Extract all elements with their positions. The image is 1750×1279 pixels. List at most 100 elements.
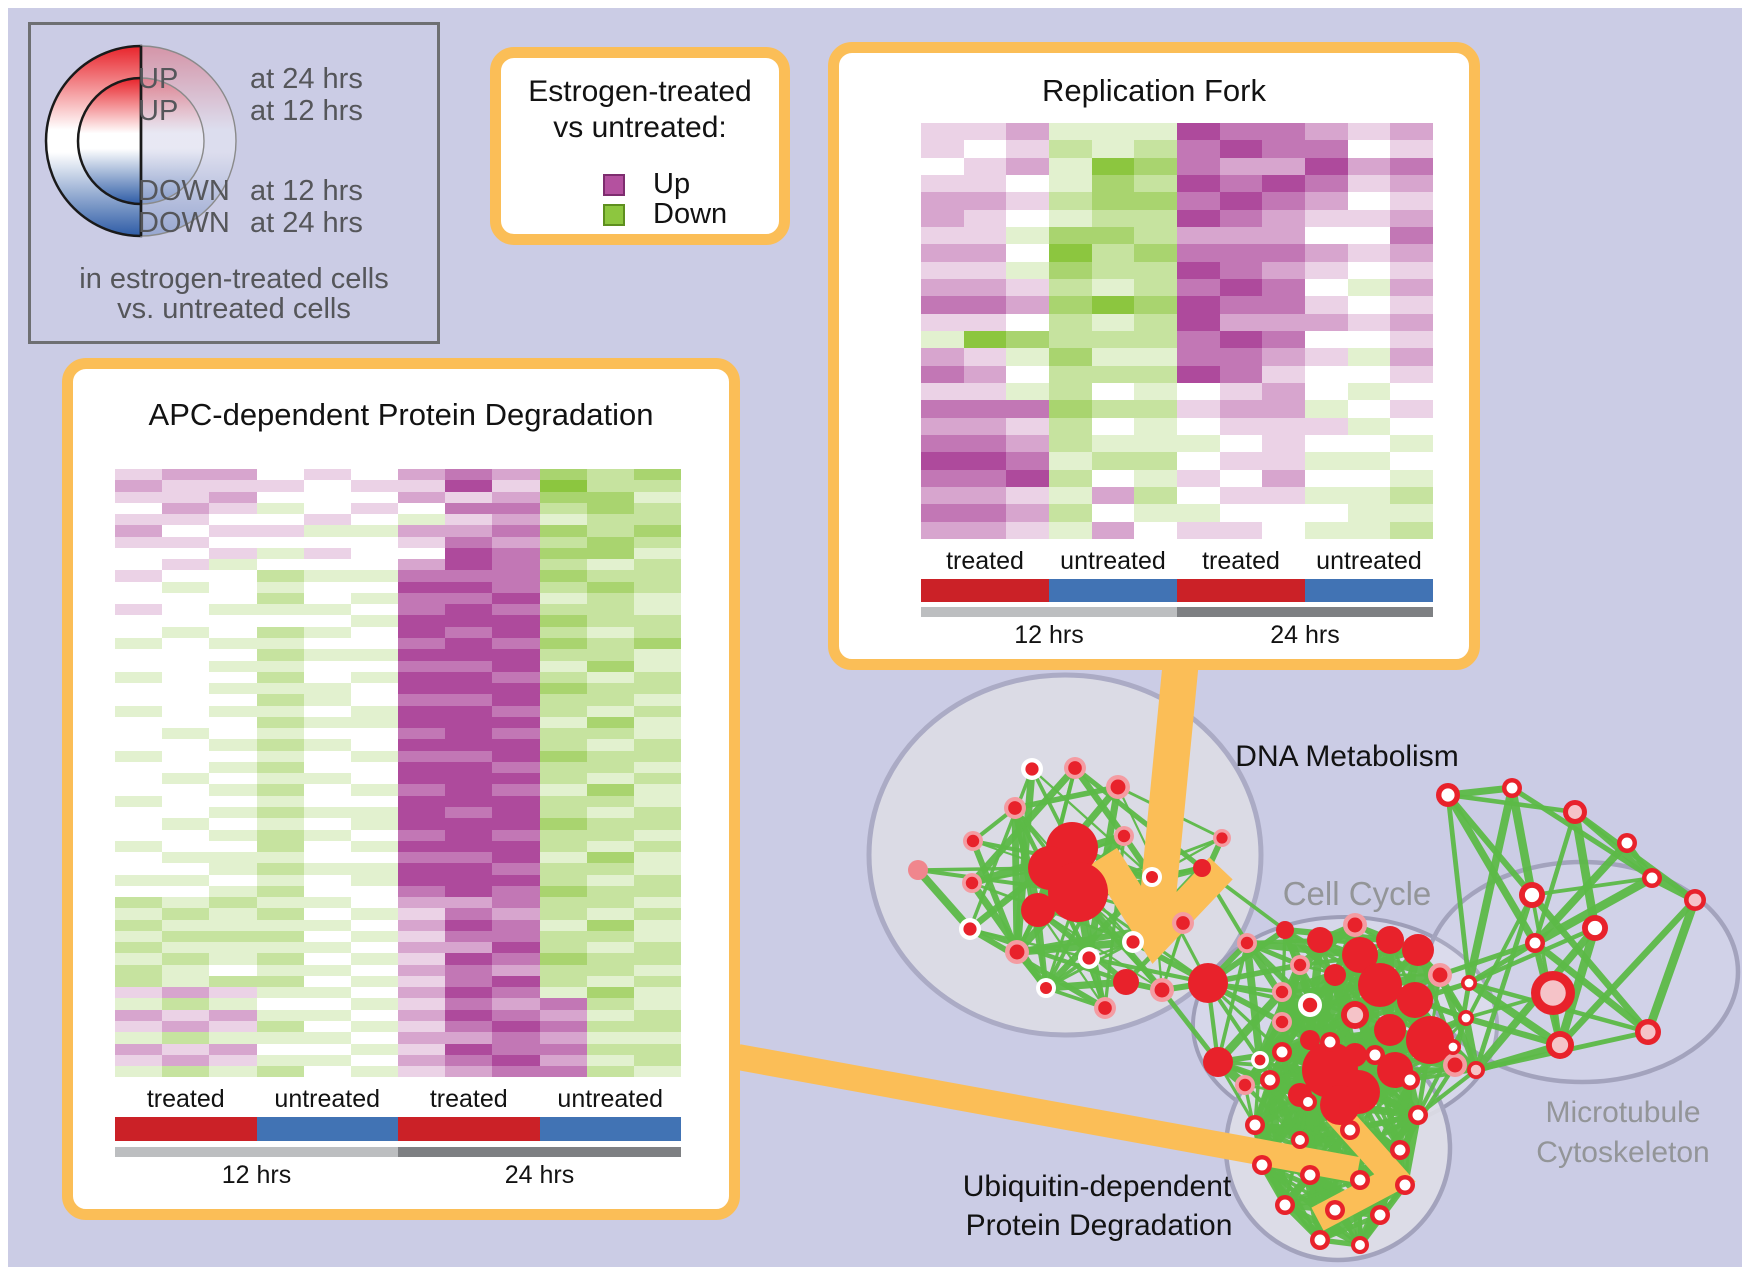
heatmap-cell bbox=[1390, 192, 1434, 210]
heatmap-cell bbox=[350, 581, 399, 593]
heatmap-cell bbox=[1390, 244, 1434, 262]
heatmap-cell bbox=[539, 840, 587, 853]
heatmap-cell bbox=[350, 1009, 399, 1022]
wheel-dir-up12: UP bbox=[138, 95, 179, 127]
heatmap-cell bbox=[115, 694, 163, 706]
network-edge bbox=[1416, 1068, 1478, 1117]
network-node bbox=[1295, 1135, 1305, 1145]
heatmap-cell bbox=[445, 615, 493, 627]
heatmap-cell bbox=[1262, 469, 1306, 487]
heatmap-cell bbox=[586, 525, 634, 537]
heatmap-cell bbox=[256, 1043, 304, 1055]
heatmap-cell bbox=[1347, 244, 1391, 262]
heatmap-cell bbox=[303, 840, 351, 853]
heatmap-cell bbox=[209, 604, 257, 616]
heatmap-cell bbox=[1006, 521, 1050, 539]
heatmap-cell bbox=[209, 626, 257, 638]
heatmap-cell bbox=[1006, 296, 1050, 314]
heatmap-cell bbox=[445, 728, 493, 740]
heatmap-cell bbox=[115, 671, 163, 684]
heatmap-cell bbox=[1305, 123, 1348, 141]
heatmap-cell bbox=[633, 536, 682, 548]
heatmap-cell bbox=[586, 626, 634, 638]
heatmap-cell bbox=[963, 157, 1007, 175]
heatmap-cell bbox=[350, 671, 399, 684]
heatmap-cell bbox=[1091, 174, 1135, 193]
heatmap-cell bbox=[921, 140, 964, 158]
heatmap-cell bbox=[1049, 469, 1092, 487]
heatmap-cell bbox=[1006, 365, 1050, 383]
heatmap-cell bbox=[539, 581, 587, 593]
heatmap-cell bbox=[350, 547, 399, 560]
heatmap-cell bbox=[1347, 504, 1391, 522]
network-node bbox=[1448, 1042, 1458, 1052]
heatmap-cell bbox=[162, 773, 210, 785]
heatmap-row bbox=[115, 1043, 682, 1055]
heatmap-row bbox=[921, 313, 1434, 331]
heatmap-cell bbox=[115, 897, 163, 909]
network-node bbox=[1568, 805, 1582, 819]
heatmap-cell bbox=[586, 829, 634, 841]
heatmap-cell bbox=[1006, 417, 1050, 435]
network-node bbox=[1347, 917, 1363, 933]
untreated-bar-segment bbox=[1049, 579, 1177, 602]
network-node bbox=[1146, 871, 1158, 883]
heatmap-cell bbox=[492, 998, 540, 1010]
heatmap-cell bbox=[1219, 521, 1263, 539]
heatmap-cell bbox=[445, 491, 493, 503]
heatmap-cell bbox=[1305, 365, 1348, 383]
heatmap-cell bbox=[256, 806, 304, 819]
heatmap-cell bbox=[633, 998, 682, 1010]
heatmap-cell bbox=[445, 829, 493, 841]
heatmap-cell bbox=[1347, 417, 1391, 435]
network-node bbox=[1300, 1030, 1320, 1050]
heatmap-row bbox=[115, 930, 682, 943]
heatmap-cell bbox=[445, 716, 493, 729]
heatmap-cell bbox=[492, 942, 540, 954]
heatmap-cell bbox=[1262, 486, 1306, 505]
heatmap-cell bbox=[492, 885, 540, 898]
heatmap-cell bbox=[350, 660, 399, 672]
heatmap-cell bbox=[492, 525, 540, 537]
heatmap-cell bbox=[1262, 174, 1306, 193]
heatmap-cell bbox=[1219, 330, 1263, 349]
wheel-dir-down12: DOWN bbox=[138, 175, 230, 207]
heatmap-cell bbox=[1134, 140, 1178, 158]
heatmap-cell bbox=[1305, 486, 1348, 505]
heatmap-cell bbox=[1390, 226, 1434, 245]
heatmap-cell bbox=[445, 773, 493, 785]
heatmap-cell bbox=[303, 975, 351, 988]
heatmap-cell bbox=[1390, 313, 1434, 331]
heatmap-cell bbox=[633, 705, 682, 717]
heatmap-cell bbox=[586, 469, 634, 481]
heatmap-cell bbox=[115, 705, 163, 717]
heatmap-cell bbox=[921, 382, 964, 401]
heatmap-cell bbox=[1006, 174, 1050, 193]
heatmap-cell bbox=[586, 637, 634, 650]
heatmap-cell bbox=[256, 953, 304, 965]
heatmap-cell bbox=[162, 840, 210, 853]
heatmap-cell bbox=[1177, 486, 1220, 505]
network-node bbox=[1293, 958, 1307, 972]
rf-time-labels: 12 hrs 24 hrs bbox=[921, 621, 1433, 650]
network-node bbox=[1216, 832, 1228, 844]
heatmap-cell bbox=[1262, 382, 1306, 401]
heatmap-cell bbox=[303, 795, 351, 807]
heatmap-cell bbox=[1390, 348, 1434, 366]
heatmap-cell bbox=[492, 491, 540, 503]
heatmap-cell bbox=[398, 852, 446, 864]
heatmap-cell bbox=[398, 953, 446, 965]
heatmap-cell bbox=[633, 649, 682, 661]
network-cluster-label: Cytoskeleton bbox=[1536, 1136, 1710, 1169]
heatmap-cell bbox=[1305, 417, 1348, 435]
heatmap-cell bbox=[921, 504, 964, 522]
heatmap-cell bbox=[539, 773, 587, 785]
heatmap-cell bbox=[398, 547, 446, 560]
heatmap-cell bbox=[256, 683, 304, 695]
heatmap-cell bbox=[209, 964, 257, 976]
heatmap-cell bbox=[398, 1009, 446, 1022]
heatmap-cell bbox=[492, 536, 540, 548]
heatmap-cell bbox=[963, 278, 1007, 297]
heatmap-cell bbox=[445, 964, 493, 976]
heatmap-cell bbox=[256, 773, 304, 785]
